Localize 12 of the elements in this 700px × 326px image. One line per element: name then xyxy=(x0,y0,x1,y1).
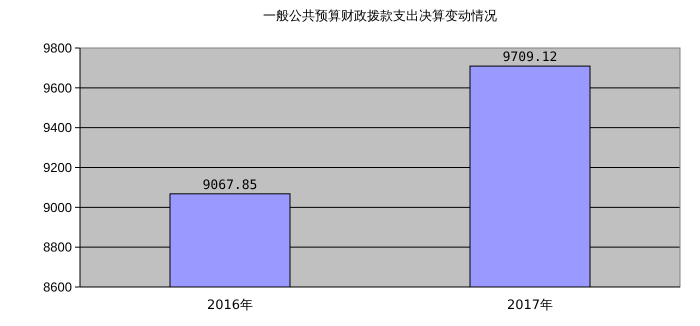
y-tick-label: 9800 xyxy=(43,40,72,56)
y-tick-label: 8800 xyxy=(43,240,72,255)
chart-title: 一般公共预算财政拨款支出决算变动情况 xyxy=(263,9,497,24)
y-tick-label: 9400 xyxy=(43,120,72,136)
data-label: 9709.12 xyxy=(502,50,558,66)
x-tick-label: 2016年 xyxy=(206,298,254,313)
y-tick-label: 9000 xyxy=(43,200,72,215)
x-tick-label: 2017年 xyxy=(506,298,554,313)
y-tick-label: 8600 xyxy=(43,280,72,295)
data-label: 9067.85 xyxy=(202,178,258,193)
y-tick-label: 9200 xyxy=(43,160,72,176)
y-tick-label: 9600 xyxy=(43,80,72,96)
